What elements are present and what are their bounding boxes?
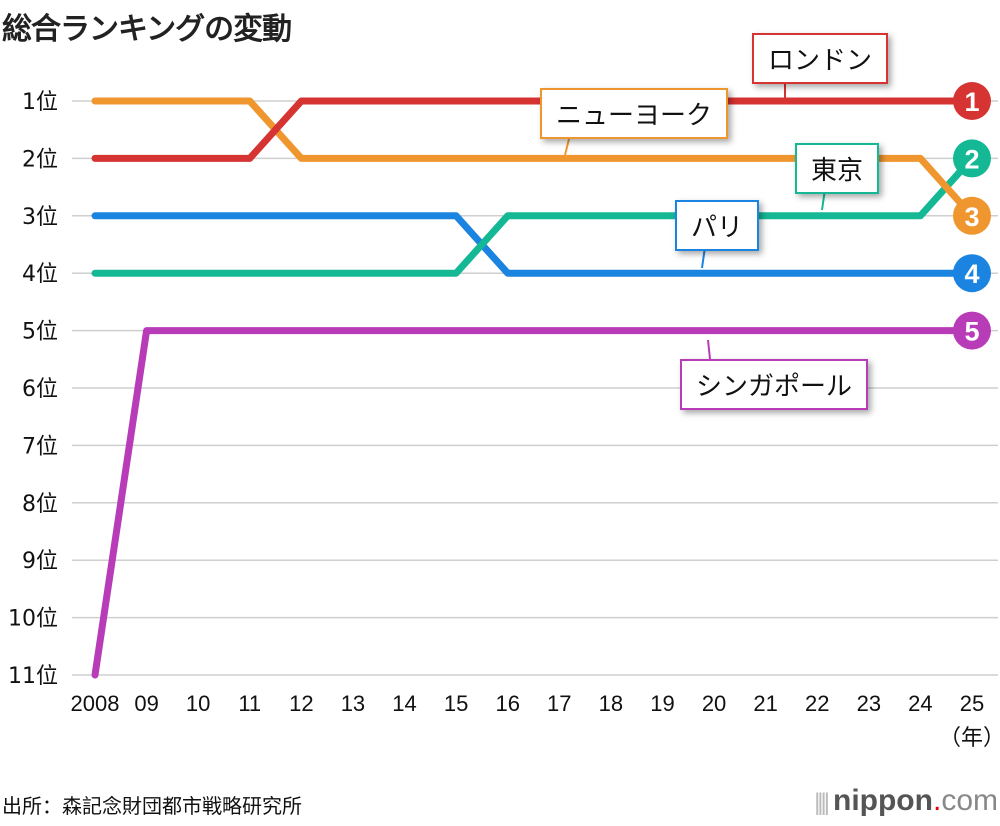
x-tick-label: 2008 bbox=[71, 691, 120, 716]
y-tick-label: 9位 bbox=[22, 549, 58, 574]
end-rank-number: 2 bbox=[964, 144, 979, 174]
label-newyork-text: ニューヨーク bbox=[556, 101, 713, 131]
nippon-logo: |||| nippon.com bbox=[814, 784, 998, 818]
y-tick-label: 4位 bbox=[22, 262, 58, 287]
x-tick-label: 09 bbox=[134, 691, 158, 716]
label-newyork: ニューヨーク bbox=[540, 88, 729, 139]
chart-title: 総合ランキングの変動 bbox=[2, 12, 292, 47]
x-tick-label: 19 bbox=[650, 691, 674, 716]
x-tick-label: 10 bbox=[186, 691, 210, 716]
x-tick-label: 22 bbox=[805, 691, 829, 716]
y-tick-label: 6位 bbox=[22, 377, 58, 402]
label-tokyo: 東京 bbox=[795, 143, 880, 194]
y-tick-label: 1位 bbox=[22, 90, 58, 115]
label-pointer bbox=[707, 339, 711, 360]
y-tick-label: 3位 bbox=[22, 205, 58, 230]
series-line-4 bbox=[91, 327, 976, 679]
x-tick-label: 11 bbox=[238, 691, 261, 716]
x-tick-label: 12 bbox=[289, 691, 313, 716]
y-tick-label: 10位 bbox=[8, 607, 58, 632]
end-rank-badge bbox=[953, 82, 991, 120]
logo-tld: com bbox=[941, 784, 998, 817]
y-tick-label: 8位 bbox=[22, 492, 58, 517]
y-tick-label: 5位 bbox=[22, 320, 58, 345]
x-tick-label: 20 bbox=[702, 691, 726, 716]
series-line-0 bbox=[91, 97, 976, 162]
label-singapore-text: シンガポール bbox=[696, 372, 853, 402]
y-tick-label: 2位 bbox=[22, 147, 58, 172]
logo-bars-icon: |||| bbox=[814, 789, 830, 816]
end-rank-badge bbox=[953, 311, 991, 350]
end-rank-number: 1 bbox=[964, 87, 979, 117]
x-tick-label: 14 bbox=[392, 691, 416, 716]
x-tick-label: 13 bbox=[341, 691, 365, 716]
logo-dot: . bbox=[932, 784, 942, 817]
label-london: ロンドン bbox=[752, 33, 889, 84]
end-rank-number: 5 bbox=[964, 317, 979, 347]
x-unit-label: （年） bbox=[939, 726, 1000, 751]
end-rank-number: 4 bbox=[964, 259, 979, 289]
label-paris: パリ bbox=[675, 200, 760, 251]
end-rank-badge bbox=[953, 139, 991, 178]
x-tick-label: 25 bbox=[960, 691, 984, 716]
end-rank-number: 3 bbox=[964, 202, 979, 232]
series-line-2 bbox=[91, 154, 976, 277]
y-tick-label: 11位 bbox=[8, 664, 58, 689]
x-tick-label: 23 bbox=[857, 691, 881, 716]
source-note: 出所：森記念財団都市戦略研究所 bbox=[2, 794, 302, 818]
logo-name: nippon bbox=[833, 784, 933, 817]
x-tick-label: 17 bbox=[547, 691, 571, 716]
end-rank-badge bbox=[953, 196, 991, 235]
label-tokyo-text: 東京 bbox=[811, 156, 864, 186]
series-line-3 bbox=[91, 212, 976, 277]
x-tick-label: 15 bbox=[444, 691, 468, 716]
label-singapore: シンガポール bbox=[680, 359, 869, 410]
label-london-text: ロンドン bbox=[768, 46, 873, 76]
x-tick-label: 16 bbox=[495, 691, 519, 716]
end-rank-badge bbox=[953, 254, 991, 293]
y-tick-label: 7位 bbox=[22, 434, 58, 459]
x-tick-label: 18 bbox=[599, 691, 623, 716]
x-tick-label: 21 bbox=[753, 691, 777, 716]
x-tick-label: 24 bbox=[908, 691, 932, 716]
label-paris-text: パリ bbox=[691, 213, 744, 243]
